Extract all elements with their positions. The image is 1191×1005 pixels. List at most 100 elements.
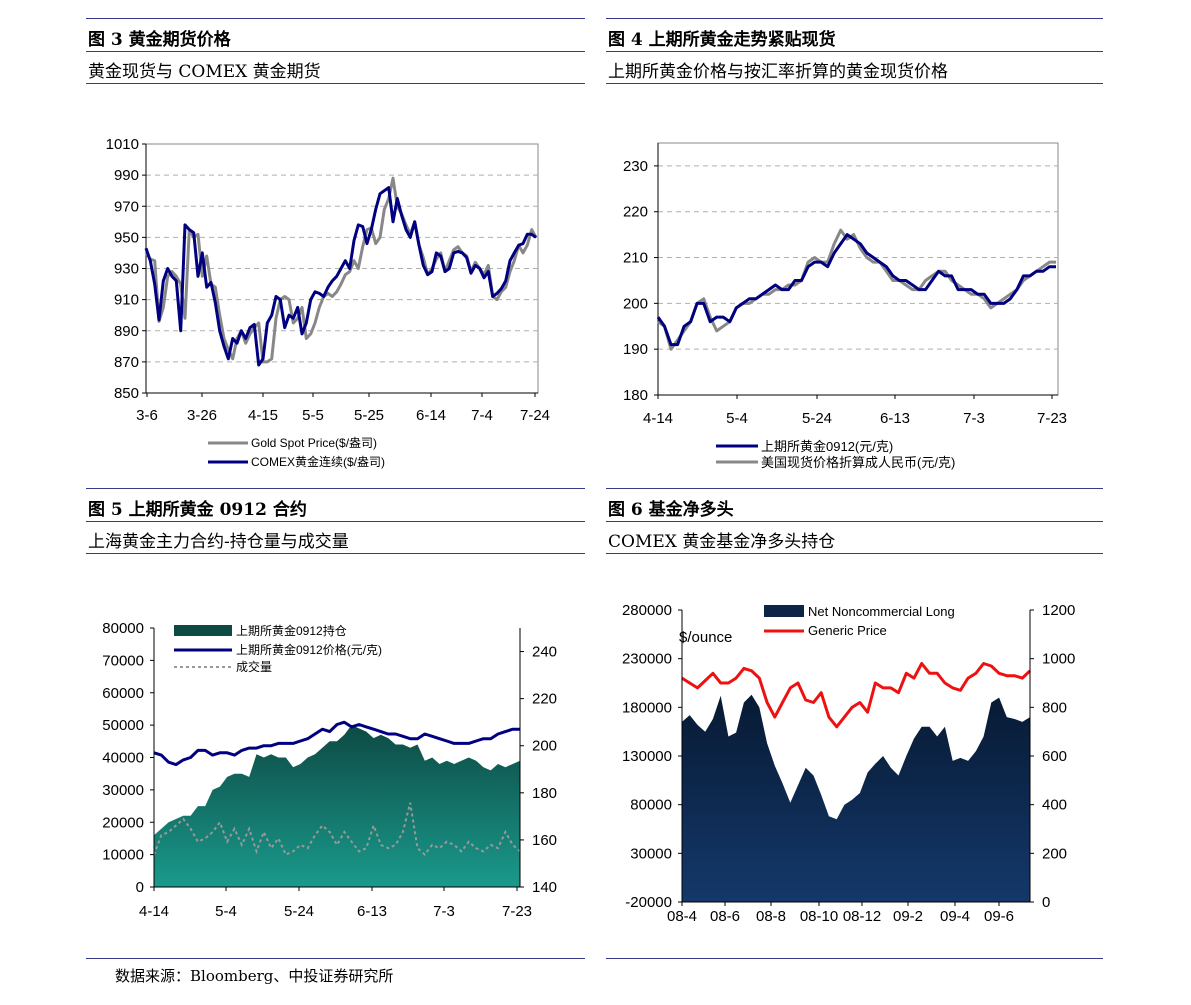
- x-tick-label: 5-4: [726, 410, 748, 427]
- figure-title: 图 3 黄金期货价格: [88, 30, 231, 50]
- figure-subtitle: COMEX 黄金基金净多头持仓: [608, 532, 836, 552]
- mid-rule-fig4: [606, 51, 1103, 52]
- y-right-tick-label: 1000: [1042, 651, 1075, 668]
- y-tick-label: 40000: [102, 750, 144, 767]
- x-tick-label: 08-10: [800, 908, 838, 925]
- top-rule-fig5: [86, 488, 585, 489]
- x-tick-label: 09-4: [940, 908, 970, 925]
- footer-rule-left: [86, 958, 585, 959]
- y-tick-label: 990: [114, 167, 139, 184]
- y-right-tick-label: 200: [532, 738, 557, 755]
- y-tick-label: 30000: [630, 845, 672, 862]
- y-right-tick-label: 1200: [1042, 602, 1075, 619]
- gold-futures-chart: 1010 990 970 950 930 910 890 870 850 3-6 3-26 4-15 5…: [106, 136, 550, 469]
- figure-subtitle: 黄金现货与 COMEX 黄金期货: [88, 62, 321, 82]
- x-tick-label: 7-24: [520, 407, 550, 424]
- y-tick-label: 210: [623, 250, 648, 267]
- x-tick-label: 4-14: [139, 903, 169, 920]
- y-right-tick-label: 400: [1042, 797, 1067, 814]
- shfe-vs-spot-chart: 230 220 210 200 190 180 4-14 5-4 5-24 6-13 7-3 7-23…: [623, 142, 1067, 470]
- series-line-price: [153, 720, 520, 767]
- figure-subtitle: 上期所黄金价格与按汇率折算的黄金现货价格: [608, 62, 948, 82]
- legend-label: Net Noncommercial Long: [808, 604, 955, 619]
- footer-rule-right: [606, 958, 1103, 959]
- y-axis-unit-label: $/ounce: [679, 629, 732, 646]
- y-right-tick-label: 240: [532, 644, 557, 661]
- y-tick-label: 70000: [102, 652, 144, 669]
- y-tick-label: 890: [114, 323, 139, 340]
- y-right-tick-label: 800: [1042, 699, 1067, 716]
- figure-subtitle: 上海黄金主力合约-持仓量与成交量: [88, 532, 349, 552]
- x-tick-label: 3-26: [187, 407, 217, 424]
- shfe-0912-oi-volume-chart: 80000 70000 60000 50000 40000 30000 20000 10000…: [102, 620, 557, 920]
- y-right-tick-label: 160: [532, 832, 557, 849]
- figure-title: 图 5 上期所黄金 0912 合约: [88, 500, 307, 520]
- x-tick-label: 7-4: [471, 407, 493, 424]
- y-tick-label: 180000: [622, 699, 672, 716]
- top-rule-fig4: [606, 18, 1103, 19]
- x-tick-label: 7-23: [1037, 410, 1067, 427]
- x-tick-label: 4-15: [248, 407, 278, 424]
- x-tick-label: 6-13: [357, 903, 387, 920]
- y-tick-label: 910: [114, 292, 139, 309]
- y-tick-label: 0: [136, 879, 144, 896]
- series-area-open-interest: [154, 725, 520, 887]
- x-tick-label: 08-8: [756, 908, 786, 925]
- y-tick-label: 230: [623, 158, 648, 175]
- y-tick-label: 850: [114, 385, 139, 402]
- x-tick-label: 08-4: [667, 908, 697, 925]
- y-tick-label: -20000: [625, 894, 672, 911]
- y-tick-label: 200: [623, 295, 648, 312]
- x-tick-label: 08-12: [843, 908, 881, 925]
- legend-label: 成交量: [236, 659, 272, 674]
- x-tick-label: 09-2: [893, 908, 923, 925]
- legend-label: 上期所黄金0912价格(元/克): [236, 642, 382, 657]
- series-area-net-long: [682, 694, 1030, 902]
- series-line-shfe-0912: [656, 233, 1056, 347]
- figure-title: 图 4 上期所黄金走势紧贴现货: [608, 30, 836, 50]
- legend-label: 美国现货价格折算成人民币(元/克): [761, 455, 955, 470]
- x-tick-label: 5-4: [215, 903, 237, 920]
- x-tick-label: 09-6: [984, 908, 1014, 925]
- x-tick-label: 5-24: [802, 410, 832, 427]
- y-tick-label: 190: [623, 341, 648, 358]
- y-tick-label: 130000: [622, 748, 672, 765]
- y-tick-label: 220: [623, 204, 648, 221]
- y-right-tick-label: 140: [532, 879, 557, 896]
- y-tick-label: 80000: [630, 797, 672, 814]
- y-tick-label: 1010: [106, 136, 139, 153]
- y-tick-label: 60000: [102, 685, 144, 702]
- y-right-tick-label: 200: [1042, 845, 1067, 862]
- legend-label: COMEX黄金连续($/盎司): [251, 454, 385, 469]
- legend-label: Gold Spot Price($/盎司): [251, 436, 377, 450]
- y-tick-label: 970: [114, 198, 139, 215]
- y-right-tick-label: 600: [1042, 748, 1067, 765]
- x-tick-label: 6-14: [416, 407, 446, 424]
- y-tick-label: 80000: [102, 620, 144, 637]
- comex-fund-net-long-chart: 280000 230000 180000 130000 80000 30000 -20000…: [622, 602, 1075, 925]
- y-tick-label: 230000: [622, 651, 672, 668]
- bottom-rule-fig4: [606, 83, 1103, 84]
- top-rule-fig6: [606, 488, 1103, 489]
- y-tick-label: 870: [114, 354, 139, 371]
- plot-area: [657, 142, 1059, 396]
- mid-rule-fig3: [86, 51, 585, 52]
- y-tick-label: 930: [114, 261, 139, 278]
- bottom-rule-fig6: [606, 553, 1103, 554]
- y-right-tick-label: 220: [532, 691, 557, 708]
- y-tick-label: 20000: [102, 814, 144, 831]
- y-tick-label: 950: [114, 229, 139, 246]
- y-tick-label: 180: [623, 387, 648, 404]
- series-line-volume: [153, 802, 521, 857]
- y-tick-label: 50000: [102, 717, 144, 734]
- figure-title: 图 6 基金净多头: [608, 500, 734, 520]
- y-tick-label: 10000: [102, 847, 144, 864]
- top-rule-fig3: [86, 18, 585, 19]
- legend-swatch-open-interest: [174, 625, 232, 636]
- y-tick-label: 30000: [102, 782, 144, 799]
- x-tick-label: 5-5: [302, 407, 324, 424]
- mid-rule-fig6: [606, 521, 1103, 522]
- x-tick-label: 08-6: [710, 908, 740, 925]
- x-tick-label: 5-24: [284, 903, 314, 920]
- x-tick-label: 3-6: [136, 407, 158, 424]
